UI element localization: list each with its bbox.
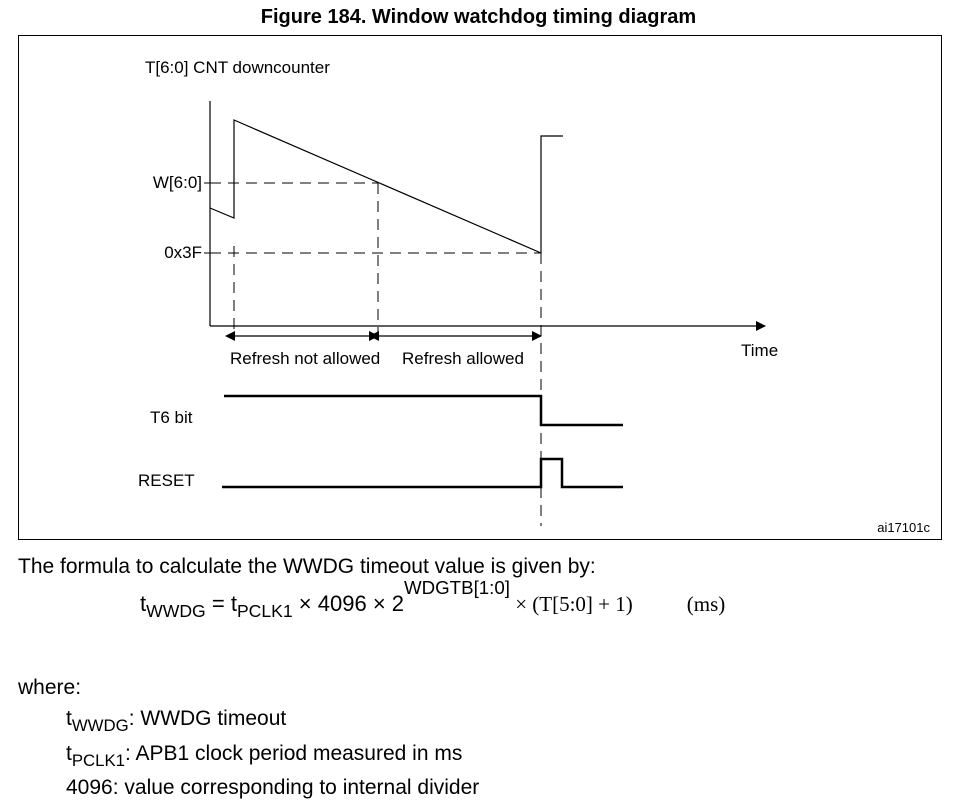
def-text: : APB1 clock period measured in ms (125, 742, 463, 765)
diagram-frame: T[6:0] CNT downcounter W[6:0] 0x3F Time … (18, 35, 942, 540)
definition-twwdg: tWWDG: WWDG timeout (66, 707, 287, 734)
formula-wwdg-sub: WWDG (146, 600, 206, 621)
def-sub: WWDG (71, 715, 129, 735)
threshold-label: 0x3F (164, 243, 202, 262)
formula-pclk-sub: PCLK1 (236, 600, 293, 621)
formula-t: t (140, 590, 147, 616)
formula-intro: The formula to calculate the WWDG timeou… (18, 555, 596, 578)
counter-label: T[6:0] CNT downcounter (145, 58, 330, 77)
definition-4096: 4096: value corresponding to internal di… (66, 776, 479, 800)
figure-title: Figure 184. Window watchdog timing diagr… (260, 6, 697, 28)
formula-exponent: WDGTB[1:0] (404, 577, 510, 598)
formula-unit: (ms) (686, 591, 726, 616)
t6-bit-label: T6 bit (150, 408, 193, 427)
reset-waveform (222, 457, 623, 489)
def-t: t (66, 742, 72, 765)
def-text: 4096: value corresponding to internal di… (66, 776, 480, 799)
formula-multiplier: × 4096 × 2 (292, 590, 405, 616)
timeout-formula: tWWDG = tPCLK1 × 4096 × 2WDGTB[1:0] × (T… (140, 578, 726, 638)
refresh-not-allowed-label: Refresh not allowed (230, 349, 380, 368)
window-label: W[6:0] (153, 173, 202, 192)
where-label: where: (18, 676, 82, 699)
t6-bit-waveform (224, 394, 623, 427)
time-label: Time (741, 341, 778, 360)
def-text: : WWDG timeout (128, 707, 287, 730)
def-sub: PCLK1 (71, 750, 126, 770)
formula-t-pclk: t (230, 590, 237, 616)
def-t: t (66, 707, 72, 730)
formula-equals: = (205, 590, 231, 616)
timing-diagram: T[6:0] CNT downcounter W[6:0] 0x3F Time … (138, 58, 930, 535)
refresh-allowed-label: Refresh allowed (402, 349, 524, 368)
figure-id: ai17101c (877, 520, 930, 535)
definition-tpclk1: tPCLK1: APB1 clock period measured in ms (66, 742, 463, 769)
reset-label: RESET (138, 471, 195, 490)
counter-waveform (209, 119, 563, 254)
formula-counter-term: × (T[5:0] + 1) (509, 591, 633, 616)
